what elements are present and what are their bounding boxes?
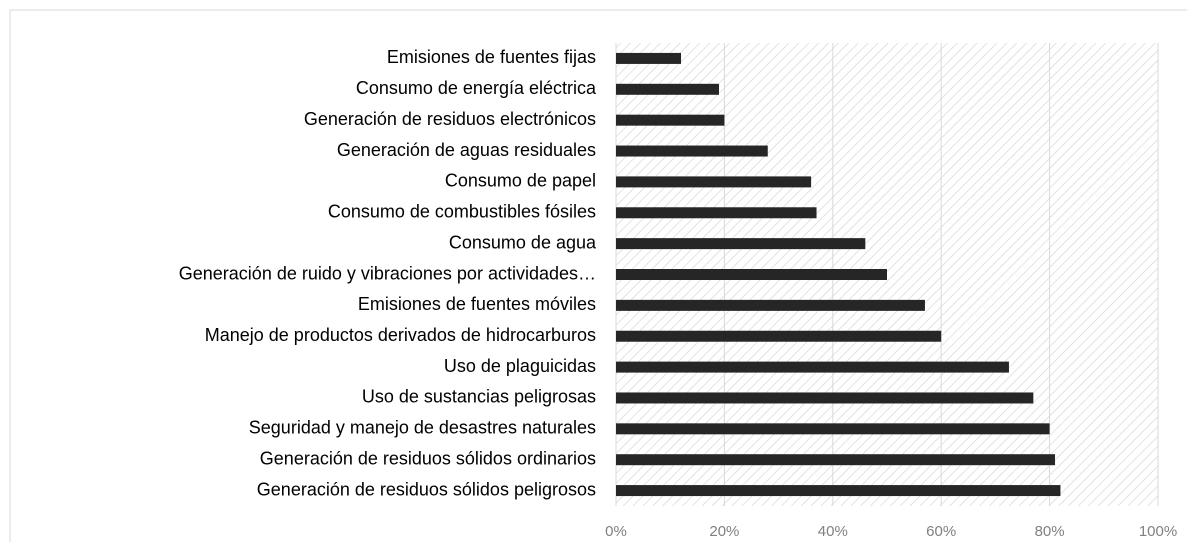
category-label: Consumo de agua [449, 232, 597, 252]
bar [616, 361, 1009, 373]
bar [616, 485, 1061, 497]
category-label: Uso de plaguicidas [444, 356, 596, 376]
category-label: Generación de residuos electrónicos [304, 109, 596, 129]
category-label: Emisiones de fuentes móviles [358, 294, 596, 314]
bar [616, 207, 817, 219]
bar [616, 299, 925, 311]
bar [616, 83, 719, 95]
category-label: Generación de ruido y vibraciones por ac… [179, 263, 596, 283]
x-tick-label: 40% [818, 523, 848, 540]
bar [616, 423, 1050, 435]
category-label: Consumo de papel [445, 171, 596, 191]
category-label: Generación de aguas residuales [337, 140, 596, 160]
bar [616, 52, 682, 64]
category-label: Consumo de combustibles fósiles [328, 202, 596, 222]
bar [616, 330, 942, 342]
category-label: Uso de sustancias peligrosas [362, 387, 596, 407]
category-label: Generación de residuos sólidos peligroso… [257, 479, 596, 499]
bar [616, 238, 866, 250]
bar [616, 176, 812, 188]
bar [616, 454, 1056, 466]
category-label: Seguridad y manejo de desastres naturale… [249, 418, 596, 438]
bar [616, 114, 725, 126]
bar [616, 392, 1034, 404]
x-tick-label: 80% [1035, 523, 1065, 540]
category-label: Consumo de energía eléctrica [356, 78, 597, 98]
bar [616, 145, 768, 157]
x-tick-label: 100% [1139, 523, 1177, 540]
x-tick-label: 20% [709, 523, 739, 540]
category-label: Emisiones de fuentes fijas [387, 47, 596, 67]
category-label: Manejo de productos derivados de hidroca… [205, 325, 596, 345]
x-tick-label: 0% [605, 523, 627, 540]
bar [616, 269, 887, 280]
x-tick-label: 60% [926, 523, 956, 540]
category-label: Generación de residuos sólidos ordinario… [260, 448, 596, 468]
chart-border [9, 9, 1187, 542]
